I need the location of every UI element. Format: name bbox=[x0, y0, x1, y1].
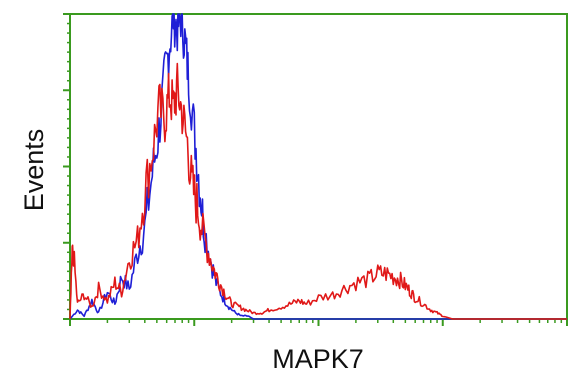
x-axis-title: MAPK7 bbox=[272, 344, 364, 374]
series-group bbox=[69, 13, 567, 320]
series-line-1 bbox=[69, 13, 567, 320]
plot-frame bbox=[69, 13, 568, 320]
series-line-2 bbox=[69, 62, 567, 320]
y-axis-title: Events bbox=[19, 129, 49, 212]
